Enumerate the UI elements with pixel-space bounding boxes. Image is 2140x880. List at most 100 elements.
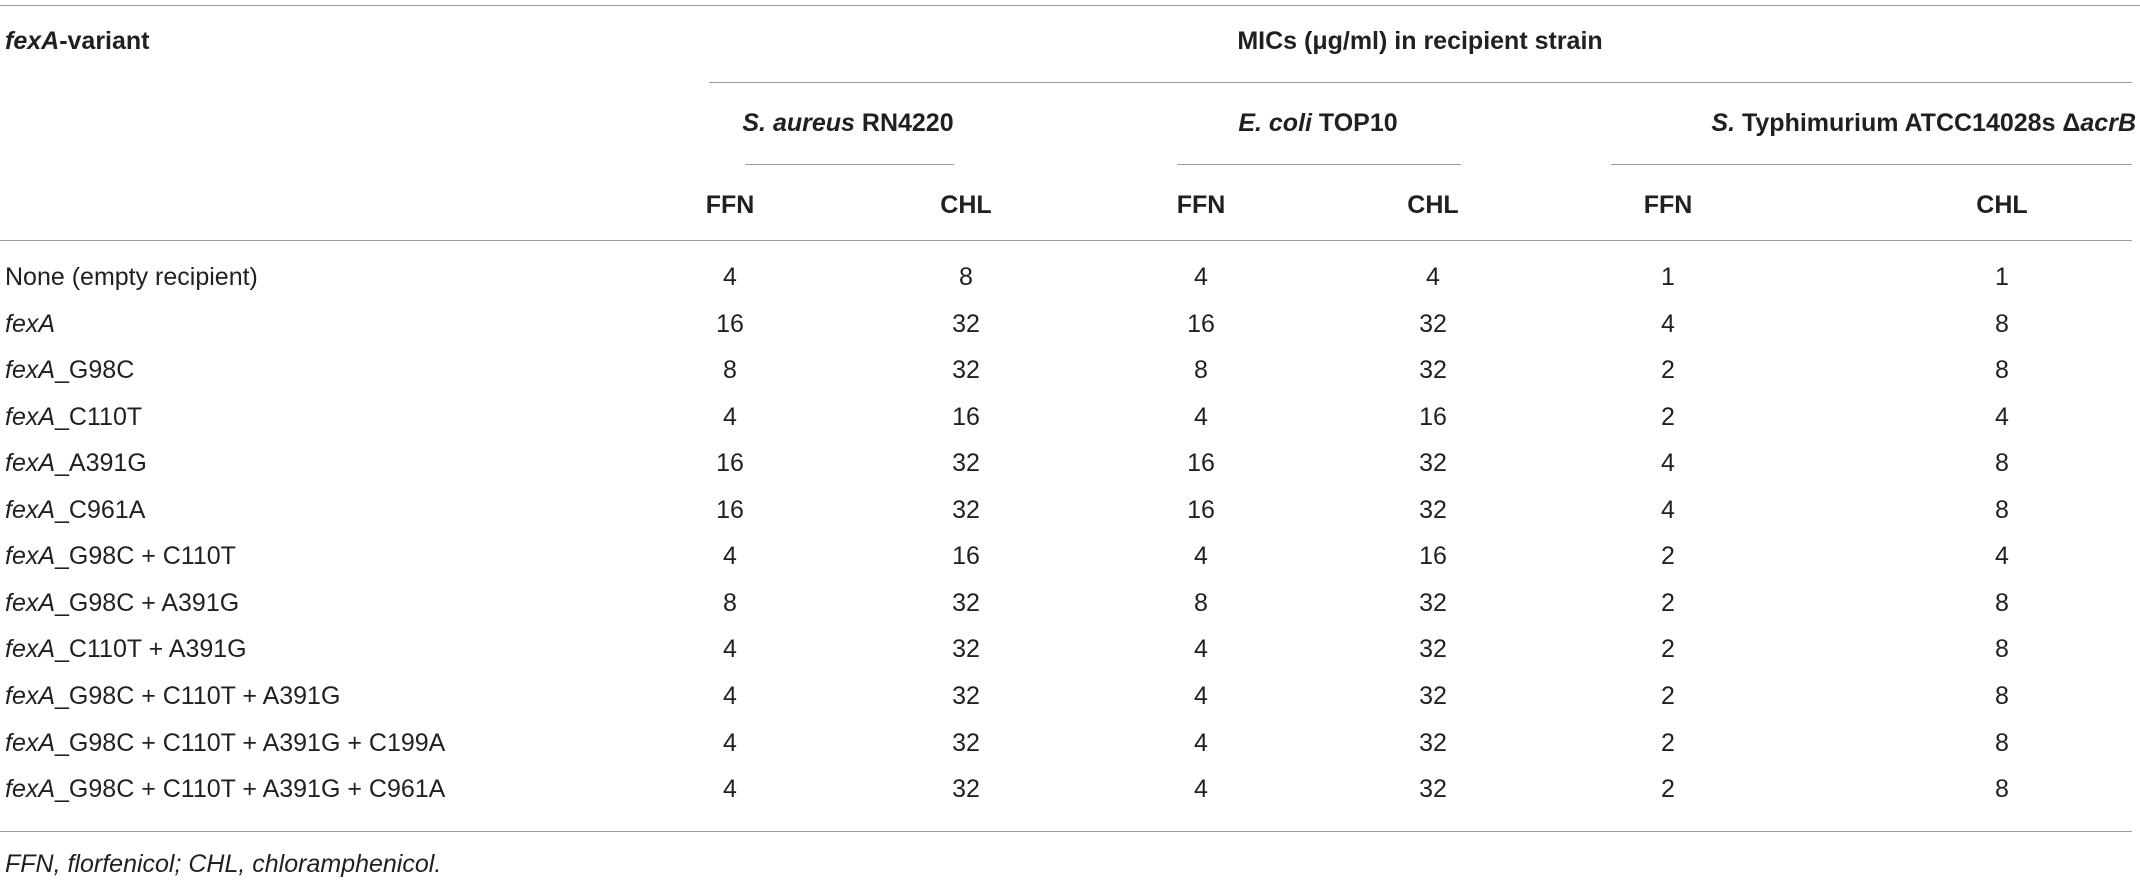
mic-value: 8	[1995, 728, 2009, 757]
footnote: FFN, florfenicol; CHL, chloramphenicol.	[5, 850, 442, 878]
header-rule	[0, 240, 2132, 241]
mic-value: 4	[723, 542, 737, 571]
mic-value: 4	[1194, 635, 1208, 664]
mic-value: 16	[1419, 542, 1447, 571]
variant-cell: fexA_C110T + A391G	[5, 634, 247, 664]
mic-value: 8	[1995, 681, 2009, 710]
mic-value: 4	[723, 263, 737, 291]
mic-value: 1	[1661, 263, 1675, 291]
mic-value: 2	[1661, 681, 1675, 710]
mic-value: 32	[952, 495, 980, 524]
gene: fexA	[5, 495, 56, 524]
mic-value: 16	[1419, 402, 1447, 431]
mic-value: 8	[959, 263, 973, 291]
mic-value: 4	[1995, 402, 2009, 431]
mic-value: 2	[1661, 356, 1675, 385]
top-rule	[0, 5, 2140, 6]
mic-value: 32	[952, 681, 980, 710]
mic-value: 4	[1194, 775, 1208, 804]
mic-value: 16	[952, 402, 980, 431]
strain-header: S. aureus RN4220	[742, 108, 953, 138]
column-header: FFN	[1643, 191, 1693, 219]
gene: fexA	[5, 27, 60, 55]
species: S. aureus	[742, 109, 855, 137]
mic-value: 32	[952, 356, 980, 385]
strain: TOP10	[1311, 109, 1398, 137]
variant-cell: fexA_G98C + C110T + A391G + C199A	[5, 728, 445, 758]
mic-value: 32	[1419, 775, 1447, 804]
mic-value: 4	[723, 681, 737, 710]
mic-value: 1	[1995, 263, 2009, 291]
mic-value: 16	[1187, 449, 1215, 478]
mic-value: 4	[1194, 681, 1208, 710]
gene: fexA	[5, 635, 56, 664]
gene: fexA	[5, 728, 56, 757]
mic-value: 8	[1995, 309, 2009, 338]
variant-cell: fexA_G98C + A391G	[5, 588, 239, 618]
mic-value: 32	[1419, 728, 1447, 757]
mic-value: 8	[1995, 495, 2009, 524]
mic-value: 8	[1995, 775, 2009, 804]
mic-value: 16	[1187, 495, 1215, 524]
mic-value: 16	[952, 542, 980, 571]
variant-cell: None (empty recipient)	[5, 262, 258, 292]
mutation: _C110T	[55, 402, 143, 431]
species: S.	[1711, 109, 1736, 137]
mic-value: 16	[1187, 309, 1215, 338]
mic-value: 32	[952, 449, 980, 478]
strain-header: E. coli TOP10	[1238, 108, 1397, 138]
strain: RN4220	[854, 109, 954, 137]
mic-value: 4	[1995, 542, 2009, 571]
rule	[1611, 164, 2132, 165]
gene: fexA	[5, 775, 56, 804]
mic-value: 32	[952, 588, 980, 617]
rule	[745, 164, 954, 165]
mic-value: 2	[1661, 402, 1675, 431]
mic-value: 32	[1419, 681, 1447, 710]
mutation: _C110T + A391G	[55, 635, 247, 664]
mic-value: 8	[1995, 356, 2009, 385]
variant-cell: fexA_C961A	[5, 495, 145, 525]
mic-value: 8	[1995, 449, 2009, 478]
mutation: _C961A	[55, 495, 146, 524]
mic-value: 8	[1995, 635, 2009, 664]
mic-value: 2	[1661, 728, 1675, 757]
column-header: CHL	[1976, 191, 2028, 219]
mutation: _A391G	[55, 449, 147, 478]
mic-value: 2	[1661, 635, 1675, 664]
text: -variant	[59, 27, 150, 55]
mic-value: 4	[723, 402, 737, 431]
mic-value: 4	[723, 635, 737, 664]
variant-cell: fexA_G98C	[5, 355, 134, 385]
mic-header: MICs (μg/ml) in recipient strain	[1237, 27, 1603, 55]
strain-header: S. Typhimurium ATCC14028s ΔacrB	[1711, 108, 2136, 138]
variant: None (empty recipient)	[5, 263, 258, 291]
rule	[1177, 164, 1461, 165]
mic-value: 32	[1419, 356, 1447, 385]
mic-value: 32	[952, 309, 980, 338]
mic-value: 32	[952, 775, 980, 804]
mic-value: 8	[1995, 588, 2009, 617]
variant-cell: fexA_G98C + C110T	[5, 541, 236, 571]
species: E. coli	[1238, 109, 1312, 137]
mic-value: 16	[716, 449, 744, 478]
column-header: FFN	[705, 191, 755, 219]
mic-value: 8	[723, 356, 737, 385]
mic-value: 32	[952, 728, 980, 757]
mic-value: 32	[1419, 588, 1447, 617]
mutation: _G98C + C110T	[55, 542, 236, 571]
mic-value: 4	[1194, 728, 1208, 757]
mic-value: 8	[1194, 356, 1208, 385]
mic-value: 16	[716, 309, 744, 338]
mic-value: 2	[1661, 542, 1675, 571]
mic-value: 4	[723, 775, 737, 804]
mutation: _G98C + A391G	[55, 588, 240, 617]
mic-value: 4	[1194, 402, 1208, 431]
mutation: _G98C	[55, 356, 135, 385]
mic-value: 32	[1419, 635, 1447, 664]
mic-value: 4	[1426, 263, 1440, 291]
gene: fexA	[5, 309, 56, 338]
strain: Typhimurium ATCC14028s Δ	[1735, 109, 2081, 137]
mic-value: 16	[716, 495, 744, 524]
